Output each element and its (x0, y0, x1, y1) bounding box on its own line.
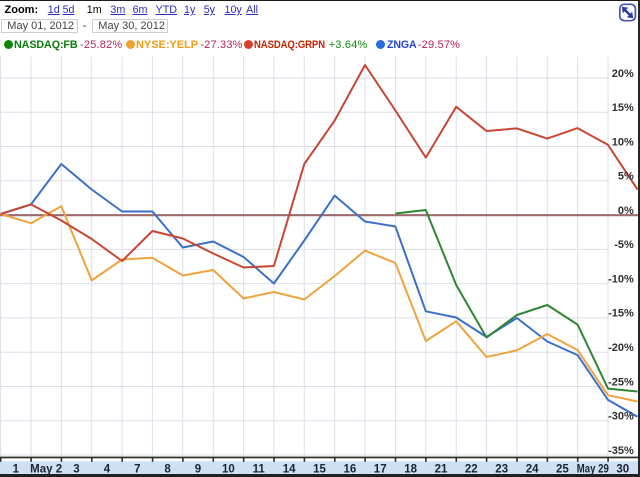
svg-text:16: 16 (344, 463, 357, 475)
svg-text:8: 8 (164, 463, 171, 475)
svg-text:25: 25 (556, 463, 569, 475)
svg-text:10: 10 (222, 463, 235, 475)
svg-text:14: 14 (283, 463, 296, 475)
svg-text:-10%: -10% (608, 273, 634, 285)
svg-text:15: 15 (313, 463, 326, 475)
svg-text:18: 18 (404, 463, 417, 475)
svg-text:-20%: -20% (608, 342, 634, 354)
svg-text:-5%: -5% (614, 239, 634, 251)
svg-text:22: 22 (465, 463, 478, 475)
svg-text:10%: 10% (612, 136, 634, 148)
svg-text:11: 11 (253, 463, 266, 475)
svg-text:-25%: -25% (608, 376, 634, 388)
svg-text:15%: 15% (612, 102, 634, 114)
svg-text:24: 24 (526, 463, 539, 475)
svg-text:23: 23 (495, 463, 508, 475)
svg-text:1: 1 (13, 463, 20, 475)
svg-text:17: 17 (374, 463, 387, 475)
svg-text:7: 7 (134, 463, 140, 475)
svg-text:9: 9 (195, 463, 201, 475)
svg-text:May 29: May 29 (577, 463, 609, 475)
svg-text:0%: 0% (618, 205, 634, 217)
svg-text:-15%: -15% (608, 308, 634, 320)
svg-text:21: 21 (435, 463, 448, 475)
svg-text:-35%: -35% (608, 445, 634, 457)
svg-text:3: 3 (73, 463, 79, 475)
svg-text:4: 4 (104, 463, 111, 475)
svg-text:-30%: -30% (608, 411, 634, 423)
svg-text:20%: 20% (612, 68, 634, 80)
svg-text:5%: 5% (618, 171, 634, 183)
svg-text:30: 30 (616, 463, 629, 475)
svg-text:May 2: May 2 (30, 463, 62, 475)
